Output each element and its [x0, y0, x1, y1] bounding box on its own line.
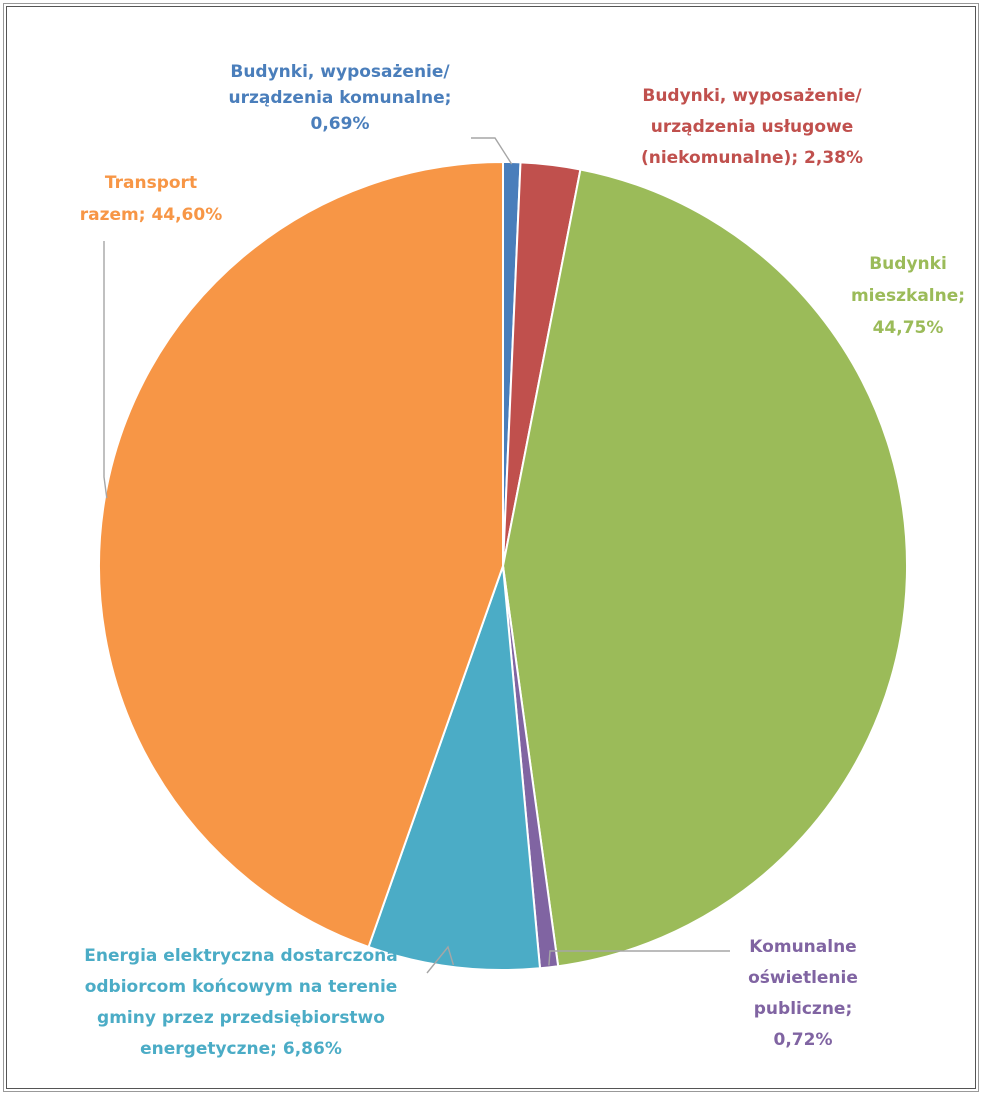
slice-label-4-line-0: Energia elektryczna dostarczona	[84, 946, 397, 966]
slice-labels: Budynki, wyposażenie/urządzenia komunaln…	[80, 62, 965, 1059]
slice-label-1-line-2: (niekomunalne); 2,38%	[641, 148, 863, 168]
slice-label-5-line-0: Transport	[105, 173, 197, 193]
pie-slice-4	[367, 565, 542, 971]
chart-frame: Budynki, wyposażenie/urządzenia komunaln…	[3, 3, 979, 1092]
slice-label-1-line-1: urządzenia usługowe	[651, 117, 853, 137]
slice-label-3-line-2: publiczne;	[754, 999, 853, 1019]
slice-label-4-line-3: energetyczne; 6,86%	[140, 1039, 342, 1059]
slice-label-3-line-3: 0,72%	[774, 1030, 833, 1050]
slice-label-1: Budynki, wyposażenie/urządzenia usługowe…	[641, 86, 863, 168]
slice-label-2-line-0: Budynki	[869, 254, 947, 274]
slice-label-0: Budynki, wyposażenie/urządzenia komunaln…	[229, 62, 452, 134]
slice-label-4-line-1: odbiorcom końcowym na terenie	[85, 977, 398, 997]
slice-label-4-line-2: gminy przez przedsiębiorstwo	[97, 1008, 385, 1028]
slice-label-3-line-0: Komunalne	[749, 937, 856, 957]
slice-label-0-line-2: 0,69%	[311, 114, 370, 134]
pie-slices	[97, 160, 908, 971]
pie-slice-2	[501, 168, 908, 968]
pie-chart: Budynki, wyposażenie/urządzenia komunaln…	[80, 62, 965, 1059]
slice-label-5-line-1: razem; 44,60%	[80, 205, 223, 225]
leader-line-3	[548, 950, 730, 966]
slice-label-3: Komunalne oświetlenie publiczne; 0,72%	[748, 937, 858, 1050]
slice-label-3-line-1: oświetlenie	[748, 968, 858, 988]
slice-label-1-line-0: Budynki, wyposażenie/	[642, 86, 862, 106]
leader-line-5	[103, 241, 108, 499]
leader-line-4	[426, 945, 455, 974]
leader-line-0	[471, 137, 513, 165]
slice-label-0-line-1: urządzenia komunalne;	[229, 88, 452, 108]
slice-label-4: Energia elektryczna dostarczona odbiorcom…	[84, 946, 397, 1059]
slice-label-0-line-0: Budynki, wyposażenie/	[230, 62, 450, 82]
slice-label-2: Budynki mieszkalne; 44,75%	[851, 254, 965, 338]
slice-label-2-line-1: mieszkalne;	[851, 286, 965, 306]
leader-lines	[103, 137, 730, 974]
slice-label-2-line-2: 44,75%	[873, 318, 944, 338]
slice-label-5: Transport razem; 44,60%	[80, 173, 223, 225]
pie-slice-5	[97, 160, 504, 949]
